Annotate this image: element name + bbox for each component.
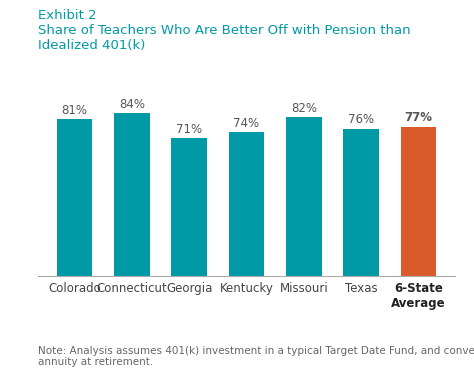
Text: 76%: 76% <box>348 113 374 126</box>
Text: Note: Analysis assumes 401(k) investment in a typical Target Date Fund, and conv: Note: Analysis assumes 401(k) investment… <box>38 346 474 367</box>
Text: 82%: 82% <box>291 102 317 115</box>
Bar <box>172 138 207 276</box>
Text: Exhibit 2: Exhibit 2 <box>38 9 97 22</box>
Text: 77%: 77% <box>404 112 432 124</box>
Text: 74%: 74% <box>233 117 260 130</box>
Bar <box>114 113 150 276</box>
Text: 81%: 81% <box>62 104 88 117</box>
Bar <box>57 119 92 276</box>
Bar <box>286 117 321 276</box>
Bar <box>401 127 436 276</box>
Bar <box>343 129 379 276</box>
Text: 84%: 84% <box>119 98 145 111</box>
Text: Share of Teachers Who Are Better Off with Pension than Idealized 401(k): Share of Teachers Who Are Better Off wit… <box>38 24 410 52</box>
Bar <box>229 132 264 276</box>
Text: 71%: 71% <box>176 123 202 136</box>
